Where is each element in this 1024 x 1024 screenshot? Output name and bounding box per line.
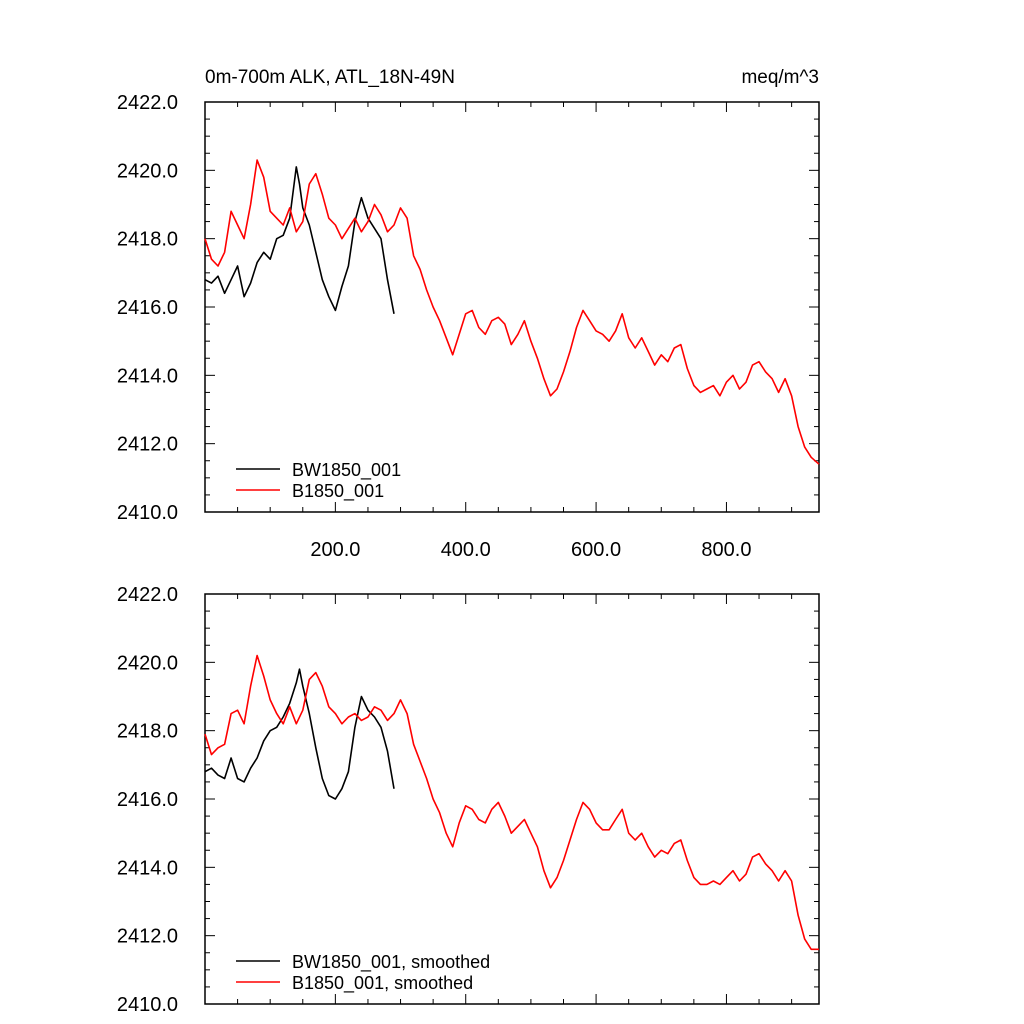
series-line-bw1850 xyxy=(204,668,395,800)
top-panel: 0m-700m ALK, ATL_18N-49N meq/m^3 2410.02… xyxy=(117,67,820,561)
x-tick-label: 800.0 xyxy=(701,539,751,561)
legend-label-bw1850: BW1850_001 xyxy=(292,460,401,481)
y-tick-labels: 2410.0 2412.0 2414.0 2416.0 2418.0 2420.0 2422… xyxy=(117,92,178,524)
legend-label-b1850-smoothed: B1850_001, smoothed xyxy=(292,973,473,994)
y-tick-labels: 2410.0 2412.0 2414.0 2416.0 2418.0 2420.0 2422… xyxy=(117,584,178,1016)
plot-frame xyxy=(204,101,820,513)
bottom-panel: 2410.0 2412.0 2414.0 2416.0 2418.0 2420.0 2422… xyxy=(117,584,820,1016)
y-tick-label: 2412.0 xyxy=(117,926,178,948)
series-line-b1850 xyxy=(204,159,820,465)
y-tick-label: 2416.0 xyxy=(117,297,178,319)
y-tick-label: 2418.0 xyxy=(117,229,178,251)
x-tick-label: 400.0 xyxy=(441,539,491,561)
series-line-bw1850 xyxy=(204,166,395,314)
series-lines xyxy=(204,159,820,465)
y-tick-label: 2422.0 xyxy=(117,92,178,114)
y-tick-label: 2420.0 xyxy=(117,160,178,182)
chart-title-left: 0m-700m ALK, ATL_18N-49N xyxy=(205,67,455,88)
y-tick-label: 2410.0 xyxy=(117,502,178,524)
axis-ticks xyxy=(204,101,819,513)
x-tick-label: 600.0 xyxy=(571,539,621,561)
axis-ticks xyxy=(204,593,819,1005)
y-tick-label: 2420.0 xyxy=(117,652,178,674)
y-tick-label: 2418.0 xyxy=(117,721,178,743)
y-tick-label: 2414.0 xyxy=(117,365,178,387)
series-line-b1850 xyxy=(204,654,819,951)
x-tick-label: 200.0 xyxy=(310,539,360,561)
y-tick-label: 2416.0 xyxy=(117,789,178,811)
y-tick-label: 2422.0 xyxy=(117,584,178,606)
legend: BW1850_001, smoothed B1850_001, smoothed xyxy=(236,952,490,994)
y-tick-label: 2412.0 xyxy=(117,434,178,456)
plot-frame xyxy=(204,593,820,1005)
x-tick-labels: 200.0 400.0 600.0 800.0 xyxy=(310,539,751,561)
legend-label-b1850: B1850_001 xyxy=(292,481,384,502)
y-tick-label: 2410.0 xyxy=(117,994,178,1016)
legend-label-bw1850-smoothed: BW1850_001, smoothed xyxy=(292,952,490,973)
chart-title-right: meq/m^3 xyxy=(741,67,819,88)
y-tick-label: 2414.0 xyxy=(117,857,178,879)
series-lines xyxy=(204,654,819,951)
legend: BW1850_001 B1850_001 xyxy=(236,460,401,502)
